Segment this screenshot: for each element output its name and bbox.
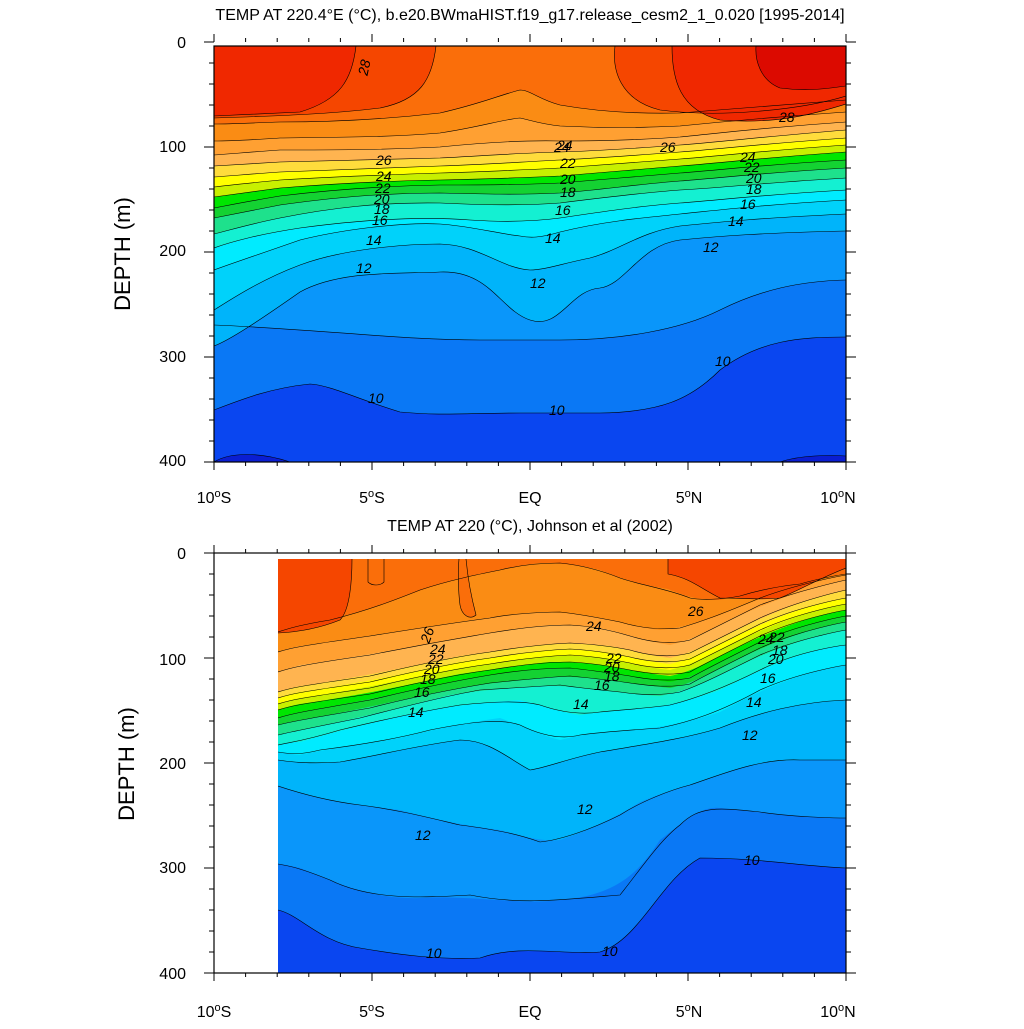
- contour-label: 18: [560, 184, 576, 200]
- contour-label: 20: [603, 659, 620, 675]
- contour-label: 22: [768, 629, 785, 645]
- contour-label: 14: [746, 694, 762, 710]
- contour-label: 20: [559, 171, 576, 187]
- contour-label: 20: [767, 651, 784, 667]
- contour-label: 18: [420, 671, 436, 687]
- top-band-above-28: [755, 46, 846, 90]
- contour-label: 14: [545, 230, 561, 246]
- top-y-tick-100: 100: [159, 139, 186, 156]
- contour-label: 16: [740, 196, 756, 212]
- contour-label: 12: [577, 801, 593, 817]
- contour-label: 18: [746, 181, 762, 197]
- bottom-x-tick-10n: 10oN: [820, 1002, 855, 1021]
- contour-label: 12: [415, 827, 431, 843]
- bottom-axes: 0 100 200 300 400 10oS 5oS EQ 5oN 10oN D…: [114, 545, 856, 1021]
- bottom-x-tick-5n: 5oN: [676, 1002, 703, 1021]
- contour-label: 16: [594, 677, 610, 693]
- top-contour-labels: 28 28 24 26 24 22 20 18 16 14 12 24 22 2…: [354, 58, 794, 418]
- contour-label: 14: [366, 232, 382, 248]
- contour-label: 16: [555, 202, 571, 218]
- contour-label: 20: [373, 191, 390, 207]
- top-x-tick-5n: 5oN: [676, 488, 703, 507]
- contour-label: 18: [604, 668, 620, 684]
- contour-label: 10: [368, 390, 384, 406]
- contour-label: 24: [553, 139, 570, 155]
- bottom-x-tick-eq: EQ: [518, 1004, 541, 1021]
- contour-label: 20: [423, 661, 440, 677]
- contour-label: 22: [374, 180, 391, 196]
- bottom-y-tick-400: 400: [159, 966, 186, 983]
- bottom-y-axis-label: DEPTH (m): [114, 707, 139, 821]
- contour-label: 12: [530, 275, 546, 291]
- contour-label: 26: [659, 139, 676, 155]
- top-chart-title: TEMP AT 220.4°E (°C), b.e20.BWmaHIST.f19…: [215, 7, 844, 24]
- contour-label: 24: [429, 641, 446, 657]
- contour-label: 10: [715, 353, 731, 369]
- bottom-y-tick-100: 100: [159, 652, 186, 669]
- top-contour-lines: [214, 46, 846, 462]
- contour-label: 28: [354, 58, 373, 78]
- contour-label: 26: [375, 152, 392, 168]
- bottom-x-tick-10s: 10oS: [197, 1002, 232, 1021]
- contour-label: 28: [778, 109, 795, 125]
- top-y-axis-label: DEPTH (m): [110, 197, 135, 311]
- contour-label: 22: [743, 159, 760, 175]
- contour-label: 10: [744, 852, 760, 868]
- bot-band-jet: [368, 559, 476, 618]
- contour-label: 18: [374, 201, 390, 217]
- contour-label: 24: [375, 168, 392, 184]
- contour-label: 14: [408, 704, 424, 720]
- contour-label: 12: [356, 260, 372, 276]
- contour-label: 12: [742, 727, 758, 743]
- contour-label: 10: [549, 402, 565, 418]
- top-y-tick-300: 300: [159, 349, 186, 366]
- contour-label: 20: [745, 170, 762, 186]
- bottom-y-tick-200: 200: [159, 756, 186, 773]
- contour-label: 14: [573, 696, 589, 712]
- contour-label: 16: [372, 212, 388, 228]
- contour-label: 26: [417, 625, 438, 646]
- top-x-tick-10n: 10oN: [820, 488, 855, 507]
- contour-label: 10: [602, 943, 618, 959]
- top-y-tick-0: 0: [177, 35, 186, 52]
- top-y-tick-200: 200: [159, 243, 186, 260]
- bottom-contour-fill: [278, 559, 846, 973]
- contour-label: 22: [559, 155, 576, 171]
- bottom-chart-title: TEMP AT 220 (°C), Johnson et al (2002): [387, 518, 673, 535]
- top-x-tick-5s: 5oS: [359, 488, 385, 507]
- top-y-tick-400: 400: [159, 453, 186, 470]
- bottom-x-tick-5s: 5oS: [359, 1002, 385, 1021]
- bottom-y-tick-300: 300: [159, 860, 186, 877]
- bottom-contour-labels: 26 24 22 20 18 16 14 24 22 20 18 16 14 2…: [408, 603, 788, 961]
- contour-label: 24: [739, 149, 756, 165]
- contour-label: 12: [703, 239, 719, 255]
- contour-label: 22: [427, 651, 444, 667]
- bottom-y-tick-0: 0: [177, 546, 186, 563]
- top-x-tick-10s: 10oS: [197, 488, 232, 507]
- contour-label: 24: [757, 631, 774, 647]
- top-axes: 0 100 200 300 400 10oS 5oS EQ 5oN 10oN D…: [110, 34, 856, 507]
- contour-label: 26: [687, 603, 704, 619]
- contour-label: 24: [556, 137, 573, 153]
- top-x-tick-eq: EQ: [518, 490, 541, 507]
- contour-label: 16: [760, 670, 776, 686]
- top-contour-fill: [214, 46, 846, 462]
- bot-band-26-27: [278, 559, 846, 633]
- contour-label: 22: [605, 650, 622, 666]
- contour-label: 10: [426, 945, 442, 961]
- contour-label: 24: [585, 618, 602, 634]
- top-band-27-28: [214, 46, 846, 122]
- bottom-contour-lines: [278, 559, 846, 959]
- contour-label: 18: [772, 642, 788, 658]
- contour-label: 16: [414, 684, 430, 700]
- contour-label: 14: [728, 213, 744, 229]
